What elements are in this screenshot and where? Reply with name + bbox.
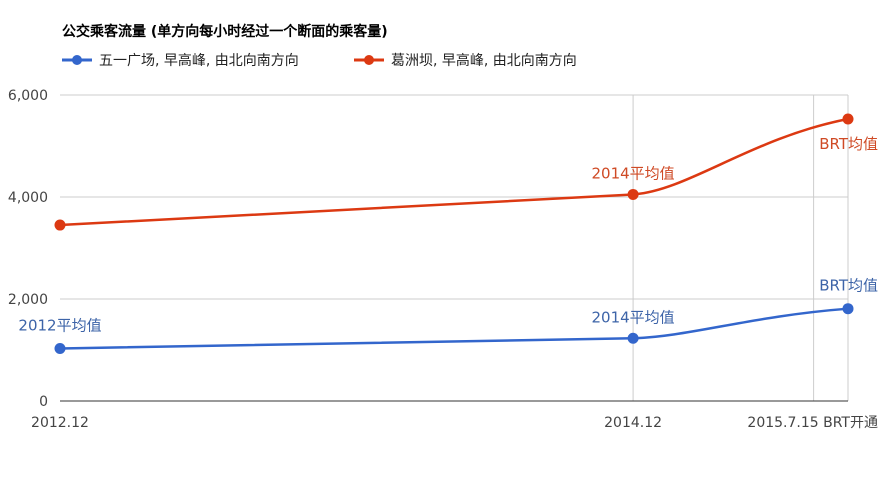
annotation-label: BRT均值 xyxy=(819,135,878,153)
annotations: 2012平均值 2014平均值 BRT均值 2014平均值 BRT均值 xyxy=(18,135,878,335)
gridlines xyxy=(60,94,849,401)
y-tick-label: 4,000 xyxy=(8,190,48,206)
annotation-label: 2012平均值 xyxy=(18,316,101,334)
x-tick-label: 2012.12 xyxy=(31,415,89,431)
data-point-series-2 xyxy=(54,219,66,231)
y-tick-label: 0 xyxy=(39,394,48,410)
legend-item-series-2[interactable]: 葛洲坝, 早高峰, 由北向南方向 xyxy=(354,52,577,69)
chart-title: 公交乘客流量 (单方向每小时经过一个断面的乘客量) xyxy=(62,23,388,40)
x-tick-label: 2014.12 xyxy=(604,415,662,431)
series-line-2 xyxy=(59,117,849,227)
y-tick-label: 6,000 xyxy=(8,88,48,104)
series-line-1 xyxy=(59,307,849,350)
legend-item-series-1[interactable]: 五一广场, 早高峰, 由北向南方向 xyxy=(62,52,299,69)
data-point-series-1 xyxy=(627,332,639,344)
legend[interactable]: 五一广场, 早高峰, 由北向南方向 葛洲坝, 早高峰, 由北向南方向 xyxy=(62,52,577,69)
series xyxy=(54,113,854,354)
annotation-label: 2014平均值 xyxy=(591,308,674,326)
legend-label-series-2: 葛洲坝, 早高峰, 由北向南方向 xyxy=(391,52,577,69)
annotation-label: 2014平均值 xyxy=(591,164,674,182)
axes: 0 2,000 4,000 6,000 2012.12 2014.12 2015.7.15 … xyxy=(8,88,878,431)
data-point-series-2 xyxy=(842,113,854,125)
data-point-series-1 xyxy=(54,342,66,354)
annotation-label: BRT均值 xyxy=(819,277,878,295)
data-point-series-1 xyxy=(842,303,854,315)
legend-swatch-marker xyxy=(364,55,374,65)
legend-swatch-marker xyxy=(72,55,82,65)
x-tick-label: 2015.7.15 BRT开通 xyxy=(747,415,878,431)
legend-label-series-1: 五一广场, 早高峰, 由北向南方向 xyxy=(99,52,299,69)
data-point-series-2 xyxy=(627,188,639,200)
y-tick-label: 2,000 xyxy=(8,292,48,308)
